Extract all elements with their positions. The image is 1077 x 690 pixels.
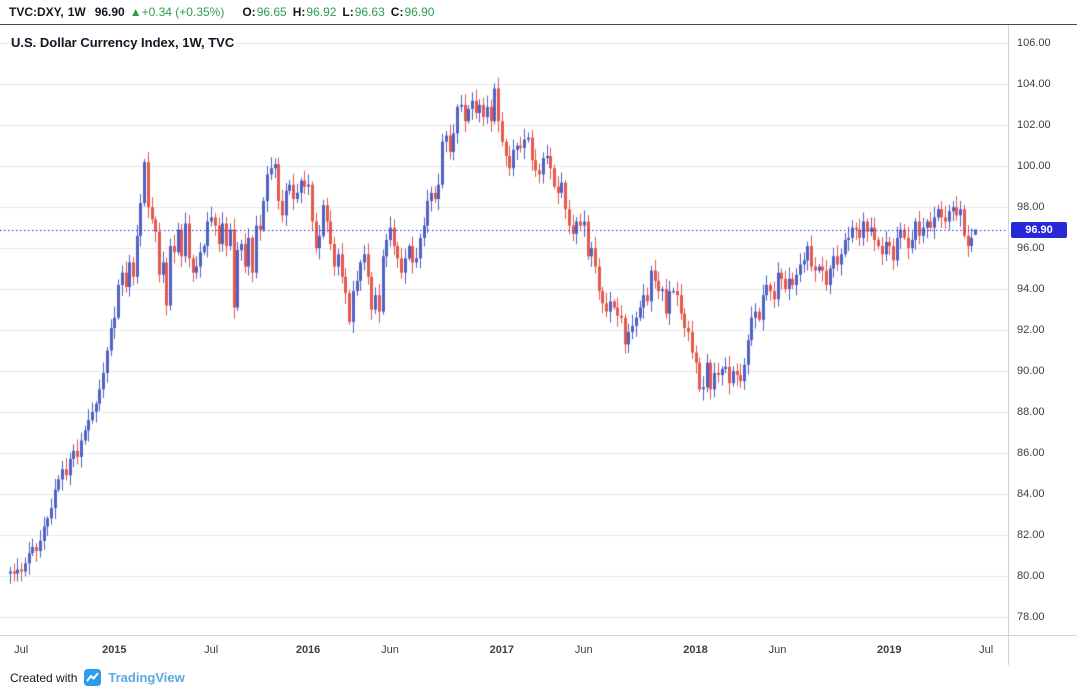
price-axis[interactable]: 96.90 106.00 104.00 102.00 100.00 98.00 96.00… [1008, 25, 1077, 635]
symbol-name[interactable]: TVC:DXY, [9, 5, 64, 19]
time-axis[interactable]: Jul 2015 Jul 2016 Jun 2017 Jun 2018 Jun 2019 Jul [0, 635, 1077, 665]
y-axis-label: 106.00 [1017, 37, 1051, 50]
y-axis-label: 90.00 [1017, 364, 1045, 377]
y-axis-label: 84.00 [1017, 487, 1045, 500]
attribution-bar: Created with TradingView [0, 665, 1077, 690]
y-axis-label: 100.00 [1017, 160, 1051, 173]
x-axis-label: 2017 [489, 644, 515, 656]
y-axis-label: 92.00 [1017, 324, 1045, 336]
x-axis-label: Jun [574, 644, 593, 656]
last-price-axis-label: 96.90 [1011, 221, 1067, 238]
high-label: H: [292, 5, 306, 19]
price-chart-canvas[interactable] [0, 25, 1008, 635]
y-axis-label: 86.00 [1017, 446, 1045, 459]
open-value: 96.65 [256, 5, 287, 19]
y-axis-label: 102.00 [1017, 119, 1051, 132]
close-value: 96.90 [404, 5, 435, 19]
attribution-prefix: Created with [10, 670, 78, 685]
tradingview-wordmark[interactable]: TradingView [108, 670, 185, 685]
change-up-arrow-icon: ▲ [129, 5, 142, 19]
x-axis-label: Jul [204, 644, 219, 656]
low-label: L: [342, 5, 354, 19]
high-value: 96.92 [306, 5, 337, 19]
tradingview-logo-icon[interactable] [84, 669, 102, 686]
x-axis-label: 2015 [102, 644, 127, 656]
x-axis-label: 2019 [877, 644, 902, 656]
chart-area: U.S. Dollar Currency Index, 1W, TVC 96.9… [0, 25, 1077, 635]
y-axis-label: 104.00 [1017, 78, 1051, 91]
low-value: 96.63 [354, 5, 385, 19]
symbol-info-bar: TVC:DXY, 1W 96.90 ▲ +0.34 (+0.35%) O: 96… [0, 0, 1077, 25]
open-label: O: [242, 5, 256, 19]
y-axis-label: 80.00 [1017, 569, 1045, 582]
y-axis-label: 96.00 [1017, 242, 1045, 255]
price-change: +0.34 (+0.35%) [141, 5, 225, 19]
x-axis-label: Jun [381, 644, 399, 656]
y-axis-label: 88.00 [1017, 405, 1045, 418]
x-axis-label: Jun [768, 644, 787, 656]
y-axis-label: 98.00 [1017, 201, 1045, 214]
y-axis-label: 82.00 [1017, 528, 1045, 541]
close-label: C: [390, 5, 404, 19]
interval-label[interactable]: 1W [67, 5, 86, 19]
x-axis-label: 2016 [295, 644, 321, 656]
x-axis-label: Jul [979, 644, 994, 656]
x-axis-label: 2018 [683, 644, 708, 656]
y-axis-label: 78.00 [1017, 610, 1045, 623]
y-axis-label: 94.00 [1017, 283, 1045, 296]
x-axis-label: Jul [14, 644, 29, 656]
last-price: 96.90 [94, 5, 125, 19]
axis-separator [1008, 636, 1009, 665]
